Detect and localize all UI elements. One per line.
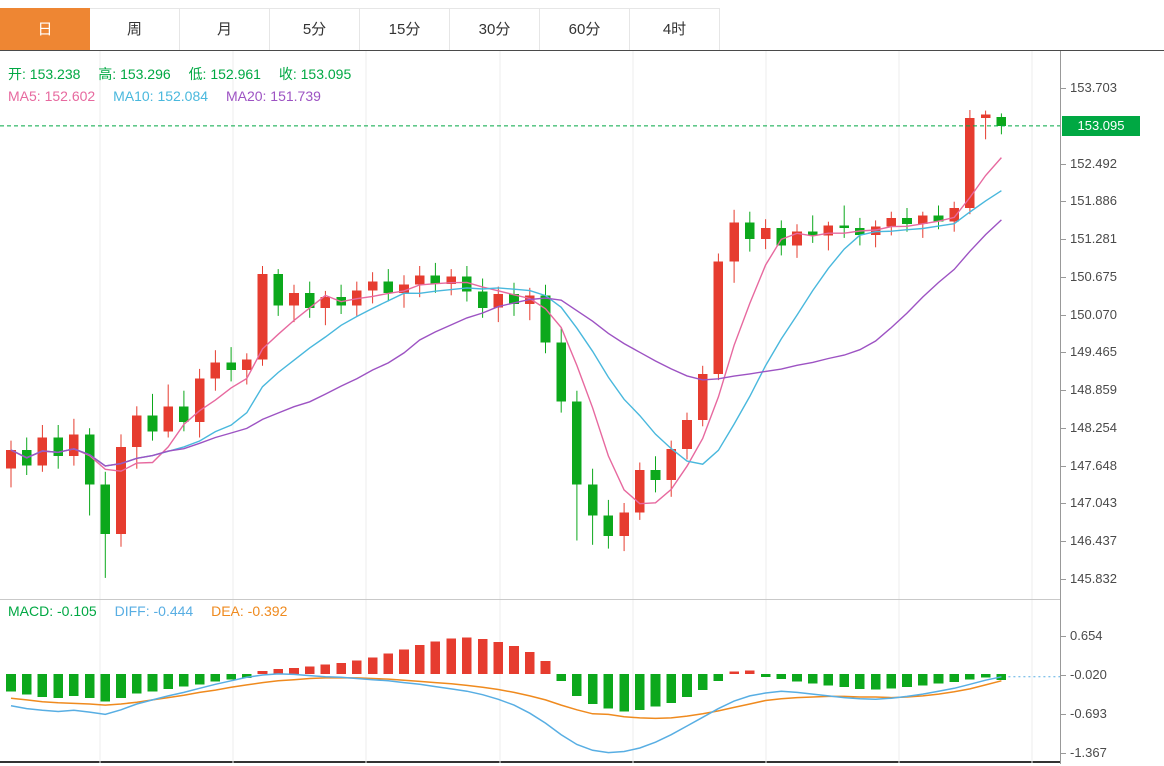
dea-value: -0.392 [247, 603, 288, 619]
macd-chart-canvas[interactable] [0, 600, 1060, 763]
macd-header: MACD: -0.105 DIFF: -0.444 DEA: -0.392 [8, 603, 301, 619]
tab-4时[interactable]: 4时 [630, 8, 720, 50]
price-axis-label: 150.675 [1061, 268, 1117, 284]
tab-30分[interactable]: 30分 [450, 8, 540, 50]
price-axis-label: 145.832 [1061, 571, 1117, 586]
price-axis-label: 152.492 [1061, 155, 1117, 171]
high-value: 153.296 [120, 66, 171, 82]
low-label: 低: [188, 66, 207, 82]
price-axis-label: 147.043 [1061, 495, 1117, 511]
macd-value: -0.105 [57, 603, 97, 619]
chart-area: 开: 153.238 高: 153.296 低: 152.961 收: 153.… [0, 50, 1164, 764]
ma5-label: MA5: [8, 88, 41, 104]
dea-label: DEA: [211, 603, 244, 619]
ma5-value: 152.602 [44, 88, 96, 104]
price-axis-label: 150.070 [1061, 306, 1117, 322]
high-label: 高: [98, 66, 117, 82]
ma20-label: MA20: [225, 88, 267, 104]
ma10-label: MA10: [113, 88, 154, 104]
ma-header: MA5: 152.602 MA10: 152.084 MA20: 151.739 [8, 88, 335, 104]
tab-5分[interactable]: 5分 [270, 8, 360, 50]
price-axis-label: 147.648 [1061, 457, 1117, 473]
open-value: 153.238 [29, 66, 81, 82]
current-price-tag: 153.095 [1062, 115, 1140, 136]
price-axis-label: 151.886 [1061, 193, 1117, 209]
open-label: 开: [8, 66, 26, 82]
panel-separator [0, 599, 1164, 600]
macd-axis-label: 0.654 [1061, 628, 1103, 643]
ohlc-header: 开: 153.238 高: 153.296 低: 152.961 收: 153.… [8, 64, 365, 84]
main-chart-canvas[interactable] [0, 51, 1060, 599]
timeframe-tabbar: 日周月 5分 15分 30分 60分 4时 [0, 0, 1164, 50]
diff-value: -0.444 [153, 603, 194, 619]
price-axis-label: 151.281 [1061, 231, 1117, 247]
macd-label: MACD: [8, 603, 54, 619]
price-axis-label: 148.254 [1061, 419, 1117, 435]
tab-月[interactable]: 月 [180, 8, 270, 50]
macd-axis-label: -0.693 [1061, 705, 1107, 721]
tab-日[interactable]: 日 [0, 8, 90, 50]
price-axis-label: 153.703 [1061, 80, 1117, 95]
low-value: 152.961 [210, 66, 261, 82]
right-axis: 153.703 152.492 151.886 151.281 150.675 150.0… [1060, 51, 1164, 764]
price-axis-label: 148.859 [1061, 382, 1117, 398]
price-axis-label: 149.465 [1061, 344, 1117, 360]
close-value: 153.095 [300, 66, 352, 82]
ma20-value: 151.739 [270, 88, 321, 104]
tab-周[interactable]: 周 [90, 8, 180, 50]
close-label: 收: [278, 66, 297, 82]
macd-axis-label: -0.020 [1061, 667, 1107, 683]
tab-60分[interactable]: 60分 [540, 8, 630, 50]
ma10-value: 152.084 [157, 88, 209, 104]
tab-15分[interactable]: 15分 [360, 8, 450, 50]
diff-label: DIFF: [114, 603, 150, 619]
macd-axis-label: -1.367 [1061, 745, 1107, 761]
price-axis-label: 146.437 [1061, 533, 1117, 549]
